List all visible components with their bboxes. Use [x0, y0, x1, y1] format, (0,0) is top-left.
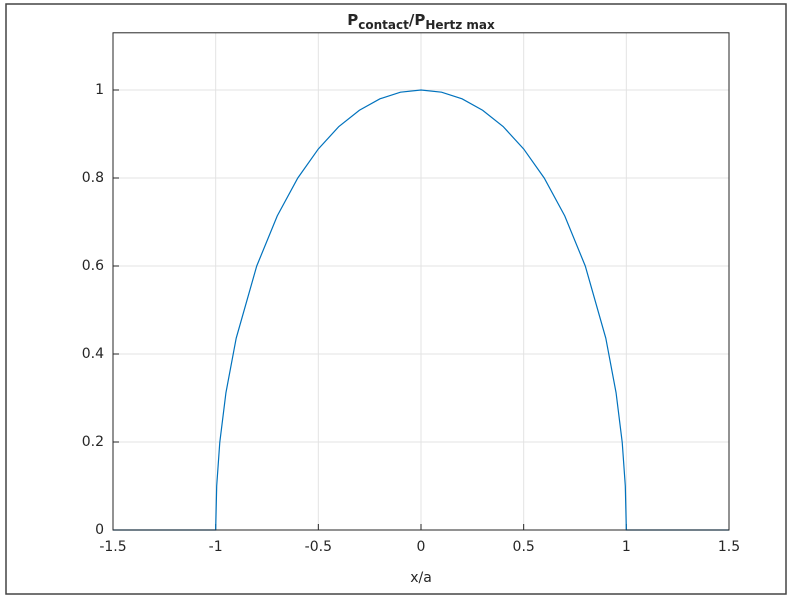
- figure-frame: [5, 3, 787, 595]
- title-sub: Hertz max: [425, 18, 495, 32]
- data-line: [113, 89, 729, 531]
- y-tick-label: 1: [95, 82, 104, 98]
- y-tick-label: 0.4: [82, 346, 104, 362]
- chart-title: Pcontact/PHertz max: [347, 11, 495, 32]
- x-tick-label: 1: [622, 539, 631, 555]
- title-part: /P: [409, 11, 425, 29]
- x-axis-label: x/a: [410, 570, 432, 586]
- x-tick-label: -1: [209, 539, 223, 555]
- x-tick-label: 1.5: [718, 539, 740, 555]
- y-tick-label: 0.6: [82, 258, 104, 274]
- y-tick-label: 0.2: [82, 434, 104, 450]
- x-tick-label: 0.5: [513, 539, 535, 555]
- title-sub: contact: [358, 18, 409, 32]
- x-tick-label: -0.5: [305, 539, 332, 555]
- y-tick-label: 0: [95, 522, 104, 538]
- axes-box: [112, 32, 730, 531]
- title-part: P: [347, 11, 358, 29]
- x-tick-label: -1.5: [99, 539, 126, 555]
- y-tick-label: 0.8: [82, 170, 104, 186]
- x-tick-label: 0: [417, 539, 426, 555]
